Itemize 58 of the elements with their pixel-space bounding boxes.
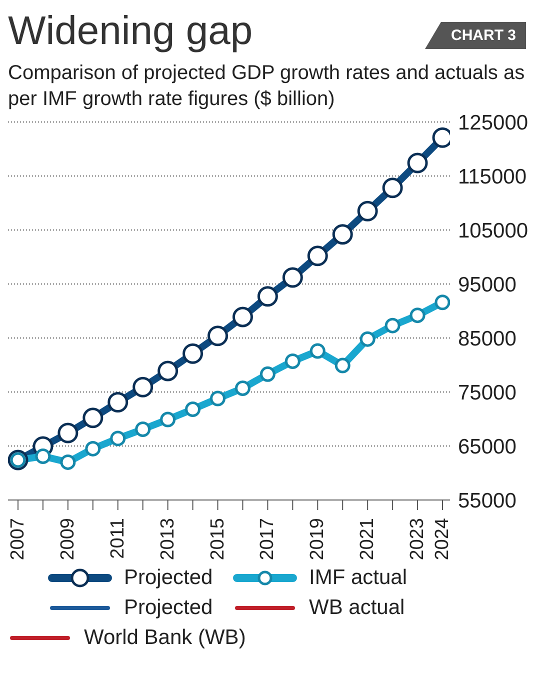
point: [434, 294, 450, 310]
chart-subtitle: Comparison of projected GDP growth rates and actuals as per IMF growth rate figures ($ billion): [8, 61, 526, 112]
point: [284, 353, 300, 369]
y-tick-label: 105000: [458, 219, 528, 242]
point: [160, 412, 176, 428]
legend-label: IMF actual: [309, 566, 408, 590]
point: [132, 376, 154, 398]
y-tick-label: 85000: [458, 327, 516, 350]
point: [382, 178, 403, 198]
x-tick-label: 2021: [357, 518, 378, 560]
legend-label: WB actual: [309, 596, 405, 620]
point: [158, 360, 178, 382]
point: [135, 422, 151, 438]
point: [35, 448, 51, 464]
point: [110, 430, 126, 446]
point: [58, 422, 78, 444]
point: [310, 343, 326, 359]
point: [407, 152, 428, 174]
point: [307, 246, 328, 266]
point: [82, 408, 104, 428]
point: [260, 366, 276, 382]
point: [234, 380, 250, 396]
point: [182, 343, 204, 364]
chart-title: Widening gap: [8, 8, 253, 54]
point: [257, 286, 278, 307]
x-tick-label: 2015: [207, 518, 228, 560]
x-tick-label: 2007: [7, 518, 28, 560]
point: [108, 392, 128, 413]
point: [410, 308, 426, 324]
point: [384, 318, 400, 334]
caption: CHART 3: [424, 22, 526, 49]
point: [85, 440, 101, 456]
point: [332, 224, 353, 245]
point: [60, 454, 76, 470]
x-tick-label: 2009: [57, 518, 78, 560]
legend-label: World Bank (WB): [84, 626, 246, 650]
x-tick-label: 2023: [407, 518, 428, 560]
y-tick-label: 55000: [458, 489, 516, 512]
point: [232, 306, 253, 328]
point: [357, 200, 378, 222]
x-tick-label: 2011: [107, 518, 128, 559]
point: [185, 402, 201, 418]
legend-label: Projected: [124, 596, 213, 620]
x-tick-label: 2013: [157, 518, 178, 560]
point: [334, 358, 350, 374]
point: [210, 390, 226, 406]
point: [208, 326, 228, 346]
point: [282, 267, 303, 288]
x-tick-label: 2019: [307, 518, 328, 560]
y-tick-label: 115000: [458, 165, 527, 188]
x-tick-label: 2024: [432, 518, 454, 560]
legend-label: Projected: [124, 566, 213, 590]
y-tick-label: 75000: [458, 381, 516, 404]
y-tick-label: 95000: [458, 273, 516, 296]
y-tick-label: 125000: [458, 111, 528, 134]
point: [360, 331, 376, 347]
y-tick-label: 65000: [458, 435, 516, 458]
x-tick-label: 2017: [257, 518, 278, 560]
